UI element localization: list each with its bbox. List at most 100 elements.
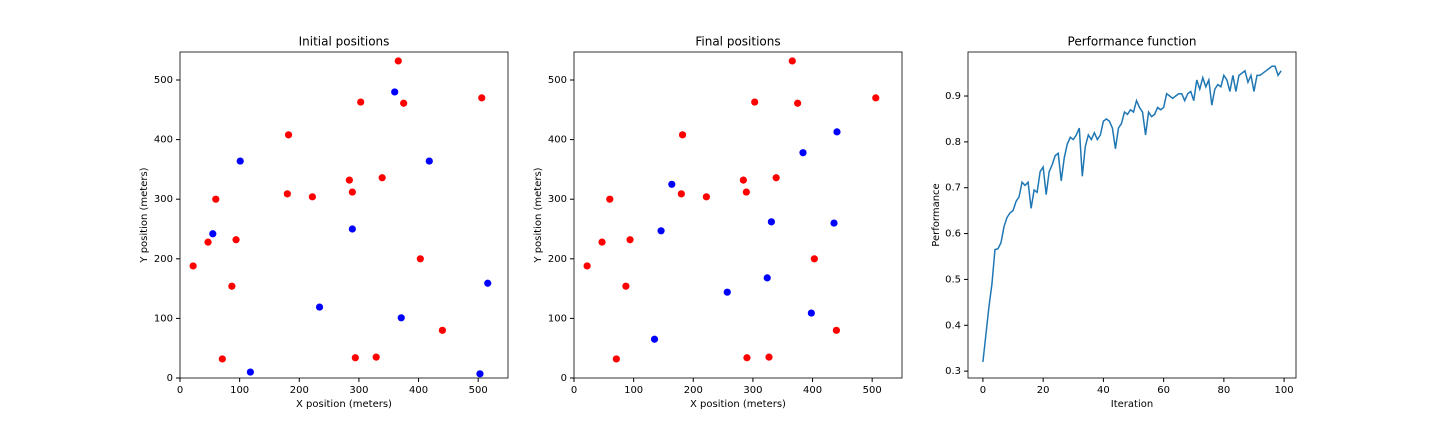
point <box>372 353 380 361</box>
axes-frame <box>179 51 509 379</box>
point <box>209 230 217 238</box>
y-tick-label: 0.5 <box>945 274 961 285</box>
y-tick-label: 0.9 <box>945 91 961 102</box>
y-axis-label: Y position (meters) <box>139 167 150 263</box>
y-tick-label: 0.8 <box>945 137 961 148</box>
x-axis-label: Iteration <box>1111 399 1153 410</box>
x-tick-label: 20 <box>1037 385 1050 396</box>
y-tick-label: 200 <box>548 254 567 265</box>
x-tick-label: 100 <box>1275 385 1294 396</box>
point <box>742 188 750 196</box>
x-tick-label: 40 <box>1097 385 1110 396</box>
point <box>476 370 484 378</box>
point <box>622 282 630 290</box>
chart-title: Final positions <box>695 35 780 49</box>
y-tick-label: 300 <box>548 194 567 205</box>
point <box>626 236 634 244</box>
point <box>228 282 236 290</box>
y-axis-label: Performance <box>931 183 942 246</box>
point <box>763 274 771 282</box>
point <box>391 88 399 96</box>
y-tick-label: 0.6 <box>945 229 961 240</box>
point <box>397 314 405 322</box>
x-tick-label: 200 <box>290 385 309 396</box>
x-tick-label: 80 <box>1217 385 1230 396</box>
x-tick-label: 500 <box>469 385 488 396</box>
y-tick-label: 500 <box>154 75 173 86</box>
x-tick-label: 0 <box>177 385 183 396</box>
point <box>872 94 880 102</box>
x-tick-label: 300 <box>743 385 762 396</box>
y-tick-label: 0.4 <box>945 320 961 331</box>
x-tick-label: 60 <box>1157 385 1170 396</box>
axes-frame <box>967 51 1297 379</box>
point <box>583 262 591 270</box>
point <box>315 303 324 311</box>
point <box>739 176 747 184</box>
point <box>677 190 685 198</box>
y-tick-label: 400 <box>154 135 173 146</box>
point <box>772 174 780 182</box>
point <box>308 193 316 201</box>
point <box>400 99 408 107</box>
y-tick-label: 100 <box>548 313 567 324</box>
x-axis-label: X position (meters) <box>296 399 392 410</box>
point <box>218 355 226 363</box>
x-tick-label: 0 <box>980 385 986 396</box>
point <box>212 195 220 203</box>
point <box>348 188 356 196</box>
point <box>236 157 244 165</box>
point <box>702 193 710 201</box>
point <box>416 255 424 263</box>
point <box>794 99 802 107</box>
x-tick-label: 400 <box>409 385 428 396</box>
x-tick-label: 400 <box>803 385 822 396</box>
chart-title: Performance function <box>1068 35 1197 49</box>
y-tick-label: 0.7 <box>945 183 961 194</box>
point <box>650 335 659 343</box>
point <box>810 255 818 263</box>
x-axis-label: X position (meters) <box>690 399 786 410</box>
point <box>357 98 365 106</box>
x-tick-label: 500 <box>863 385 882 396</box>
x-tick-label: 0 <box>571 385 577 396</box>
x-tick-label: 300 <box>349 385 368 396</box>
y-tick-label: 400 <box>548 135 567 146</box>
point <box>598 238 606 246</box>
point <box>394 57 402 65</box>
point <box>345 176 353 184</box>
y-axis-label: Y position (meters) <box>533 167 544 263</box>
y-tick-label: 0.3 <box>945 366 961 377</box>
x-tick-label: 100 <box>230 385 249 396</box>
point <box>657 227 665 235</box>
point <box>606 195 614 203</box>
point <box>189 262 197 270</box>
point <box>204 238 212 246</box>
y-tick-label: 0 <box>167 373 173 384</box>
point <box>668 180 676 188</box>
y-tick-label: 300 <box>154 194 173 205</box>
point <box>833 128 841 136</box>
point <box>751 98 759 106</box>
point <box>348 225 356 233</box>
point <box>743 354 751 362</box>
x-tick-label: 100 <box>624 385 643 396</box>
y-tick-label: 500 <box>548 75 567 86</box>
point <box>767 218 775 226</box>
point <box>765 353 773 361</box>
point <box>438 326 446 334</box>
y-tick-label: 0 <box>561 373 567 384</box>
y-tick-label: 200 <box>154 254 173 265</box>
point <box>788 57 796 65</box>
point <box>284 131 293 139</box>
point <box>484 279 492 287</box>
point <box>378 174 386 182</box>
point <box>723 288 731 296</box>
point <box>232 236 240 244</box>
x-tick-label: 200 <box>684 385 703 396</box>
point <box>478 94 486 102</box>
point <box>246 368 254 376</box>
point <box>678 131 687 139</box>
